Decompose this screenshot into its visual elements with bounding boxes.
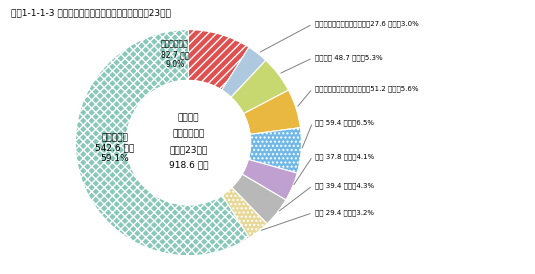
Wedge shape [222,187,267,238]
Wedge shape [232,174,286,224]
Wedge shape [231,60,288,114]
Text: 運輸 39.4 兆円　4.3%: 運輸 39.4 兆円 4.3% [315,182,374,189]
Text: 名目市場規模: 名目市場規模 [172,129,204,138]
Wedge shape [248,128,301,173]
Text: 卸売 59.4 兆円　6.5%: 卸売 59.4 兆円 6.5% [315,119,374,125]
Text: 鉄鋼 29.4 兆円　3.2%: 鉄鋼 29.4 兆円 3.2% [315,209,374,216]
Wedge shape [221,47,266,97]
Text: 小売 37.8 兆円　4.1%: 小売 37.8 兆円 4.1% [315,153,374,159]
Text: 輸送機械 48.7 兆円　5.3%: 輸送機械 48.7 兆円 5.3% [315,55,383,61]
Text: （平成23年）: （平成23年） [169,145,208,154]
Wedge shape [75,30,249,256]
Text: その他産業
542.6 兆円
59.1%: その他産業 542.6 兆円 59.1% [95,133,135,163]
Wedge shape [188,30,249,90]
Text: 918.6 兆円: 918.6 兆円 [169,161,208,170]
Text: 全産業の: 全産業の [178,113,199,122]
Text: 情報通信産業
82.7 兆円
9.0%: 情報通信産業 82.7 兆円 9.0% [160,40,189,69]
Text: 図表1-1-1-3 主な産業部門の名目国内生産額（平成23年）: 図表1-1-1-3 主な産業部門の名目国内生産額（平成23年） [11,8,171,17]
Wedge shape [243,90,300,134]
Text: 建設（除電気通信施設建設）51.2 兆円　5.6%: 建設（除電気通信施設建設）51.2 兆円 5.6% [315,85,418,92]
Wedge shape [242,159,297,200]
Circle shape [126,81,250,205]
Text: 電気機械（除情報通信機器）27.6 兆円　3.0%: 電気機械（除情報通信機器）27.6 兆円 3.0% [315,21,419,27]
